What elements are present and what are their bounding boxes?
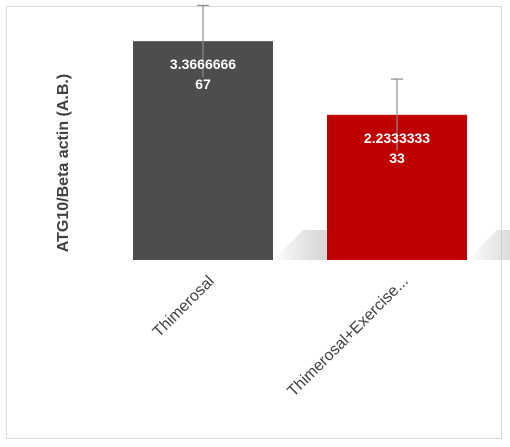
data-label-1-1: 33 (389, 150, 405, 166)
data-labels: 3.3666666 67 2.2333333 33 (170, 56, 430, 166)
data-label-0-0: 3.3666666 (170, 56, 236, 72)
data-label-1-0: 2.2333333 (364, 130, 430, 146)
bar-0 (133, 41, 273, 260)
x-tick-label-1: Thimerosal+Exercise... (284, 273, 411, 400)
data-label-0-1: 67 (195, 76, 211, 92)
bar-shadow-1 (467, 230, 510, 260)
x-tick-labels: Thimerosal Thimerosal+Exercise... (150, 273, 412, 400)
bars (133, 41, 467, 260)
y-axis-label: ATG10/Beta actin (A.B.) (55, 74, 72, 252)
x-tick-label-0: Thimerosal (150, 273, 218, 341)
error-bars (197, 4, 403, 151)
